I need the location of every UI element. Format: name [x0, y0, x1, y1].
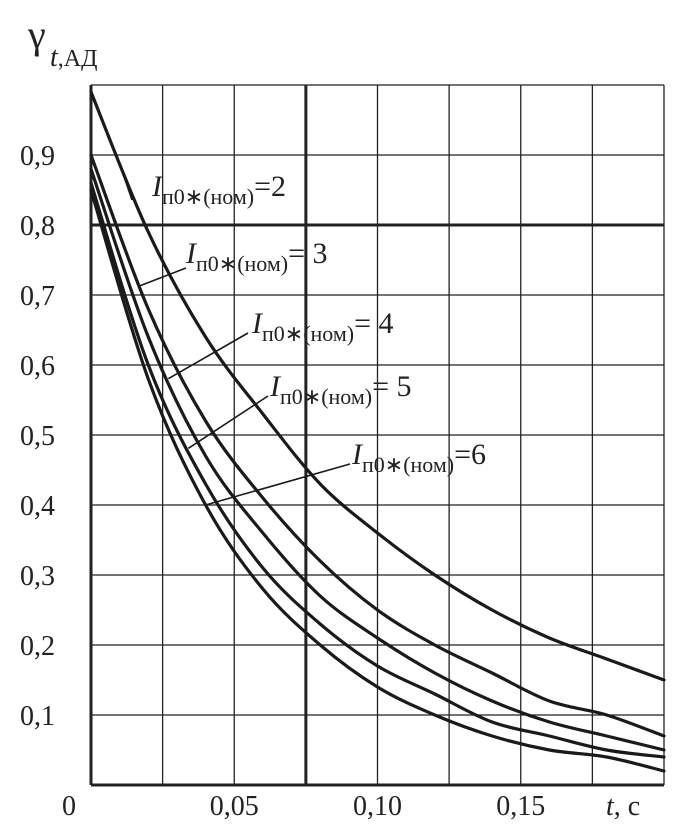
annotation-symbol: I: [351, 438, 364, 471]
y-tick-label: 0,7: [20, 281, 55, 312]
grid: [89, 84, 665, 787]
annotation-subscript: п0∗(ном): [362, 452, 454, 477]
y-tick-label: 0,2: [20, 631, 55, 662]
annotation-subscript: п0∗(ном): [196, 251, 288, 276]
annotation-subscript: п0∗(ном): [162, 184, 254, 209]
x-tick-label: 0,05: [210, 791, 259, 822]
y-tick-label: 0,1: [20, 701, 55, 732]
series-line-4: [89, 167, 666, 752]
annotation-value: =2: [254, 170, 286, 203]
annotation-value: = 3: [288, 237, 327, 270]
y-axis-subscript-italic: t: [50, 42, 59, 73]
y-axis-symbol: γ: [27, 12, 46, 57]
y-axis-subscript: t,АД: [50, 42, 97, 73]
series-line-5: [89, 181, 666, 759]
y-tick-label: 0,9: [20, 141, 55, 172]
origin-label: 0: [62, 791, 76, 822]
annotation-label-6: Iп0∗(ном)=6: [351, 438, 486, 477]
x-tick-label: 0,10: [353, 791, 402, 822]
y-tick-label: 0,6: [20, 351, 55, 382]
x-tick-label: 0,15: [496, 791, 545, 822]
annotation-leader-5: [187, 395, 269, 449]
y-tick-label: 0,4: [20, 491, 55, 522]
annotation-leader-3: [139, 267, 187, 287]
annotation-label-3: Iп0∗(ном)= 3: [185, 237, 328, 276]
x-axis-label-italic: t: [606, 791, 615, 822]
y-tick-label: 0,8: [20, 211, 55, 242]
annotation-leader-4: [167, 332, 249, 380]
annotation-value: =6: [454, 438, 486, 471]
annotation-symbol: I: [151, 170, 164, 203]
annotation-value: = 4: [354, 307, 393, 340]
y-tick-label: 0,5: [20, 421, 55, 452]
annotation-label-2: Iп0∗(ном)=2: [151, 170, 286, 209]
x-axis-label-rest: , с: [614, 791, 640, 822]
annotation-symbol: I: [185, 237, 198, 270]
annotation-subscript: п0∗(ном): [262, 321, 354, 346]
tick-layer: 0,1 0,2 0,3 0,4 0,5 0,6 0,7 0,8 0,9 0,05 0,10 0,15: [20, 141, 545, 822]
annotation-leader-6: [205, 463, 351, 506]
annotation-label-5: Iп0∗(ном)= 5: [269, 370, 412, 409]
annotation-symbol: I: [251, 307, 264, 340]
annotation-leader-2: [114, 151, 133, 201]
annotation-value: = 5: [372, 370, 411, 403]
series-layer: [89, 90, 666, 773]
annotation-subscript: п0∗(ном): [280, 384, 372, 409]
y-tick-label: 0,3: [20, 561, 55, 592]
series-line-2: [89, 90, 666, 682]
series-line-3: [89, 153, 666, 738]
series-line-6: [89, 188, 666, 773]
y-axis-subscript-rest: ,АД: [58, 46, 98, 72]
x-axis-label: t, с: [606, 791, 640, 822]
annotation-label-4: Iп0∗(ном)= 4: [251, 307, 394, 346]
annotation-symbol: I: [269, 370, 282, 403]
